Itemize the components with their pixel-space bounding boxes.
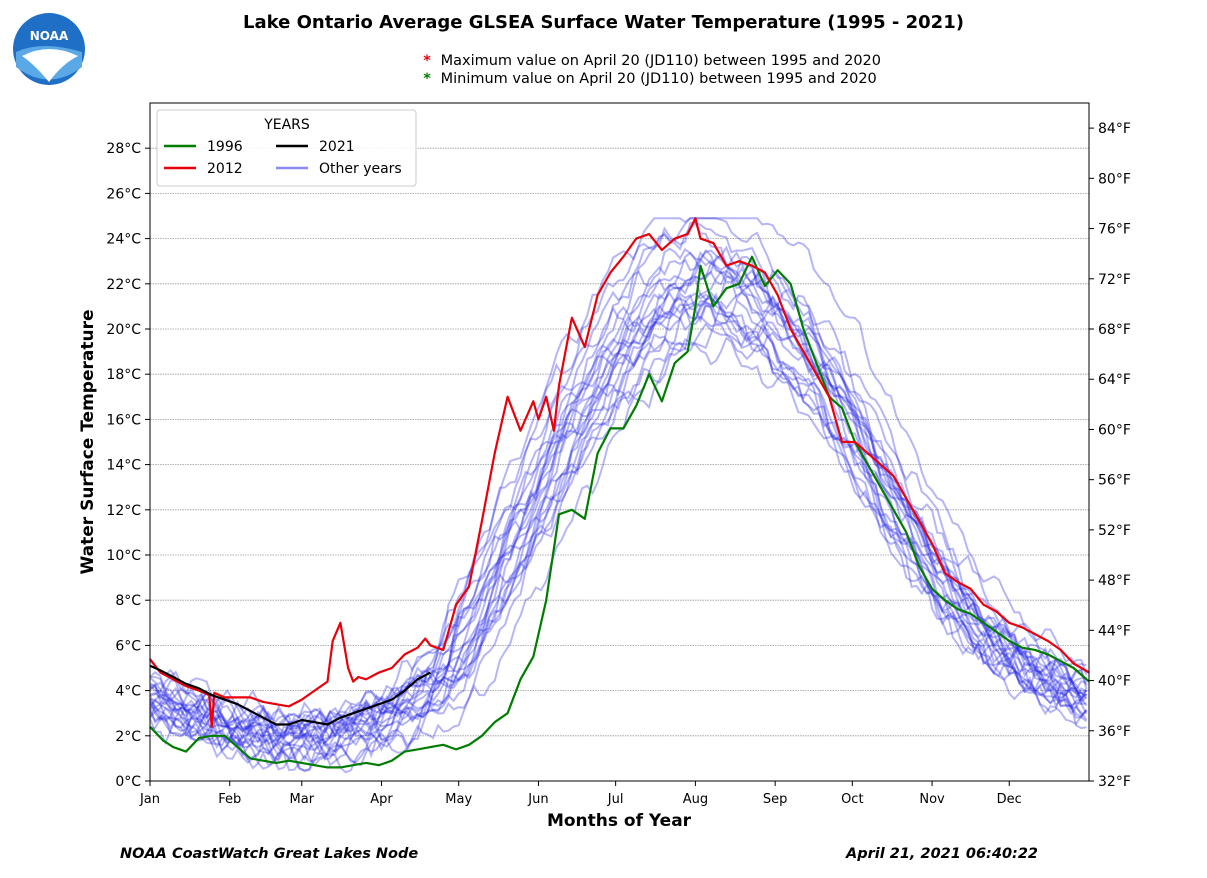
y-tick-label: 26°C — [106, 186, 141, 202]
legend-box — [156, 109, 417, 187]
y-axis-label: Water Surface Temperature — [78, 310, 98, 575]
x-tick-label: Mar — [290, 792, 315, 807]
series-line-2021 — [149, 664, 431, 726]
y2-tick-label: 84°F — [1098, 121, 1131, 137]
other-year-line — [149, 315, 1088, 762]
y-tick-label: 2°C — [115, 729, 141, 745]
min-note-star: * — [423, 71, 431, 87]
y-tick-label: 18°C — [106, 367, 141, 383]
y2-tick-label: 52°F — [1098, 523, 1131, 539]
legend-title: YEARS — [263, 117, 310, 133]
legend: YEARS 1996 2021 2012 Other years — [156, 109, 417, 187]
other-year-line — [149, 290, 1088, 737]
y2-tick-label: 68°F — [1098, 322, 1131, 338]
max-note-text: Maximum value on April 20 (JD110) betwee… — [440, 53, 882, 69]
other-year-line — [149, 270, 1088, 738]
x-tick-label: Dec — [997, 792, 1022, 807]
y-tick-label: 0°C — [115, 774, 141, 790]
x-tick-label: Jan — [139, 792, 160, 807]
x-tick-label: Feb — [218, 792, 241, 807]
other-year-line — [149, 275, 1088, 772]
y-tick-label: 10°C — [106, 548, 141, 564]
max-note: * Maximum value on April 20 (JD110) betw… — [418, 53, 881, 69]
y2-tick-label: 36°F — [1098, 724, 1131, 740]
y-axis-left: 0°C 2°C 4°C 6°C 8°C 10°C 12°C 14°C 16°C 18°C 20°C 2… — [106, 141, 150, 790]
series-line-1996 — [149, 255, 1090, 769]
gridlines — [150, 147, 1089, 737]
y2-tick-label: 80°F — [1098, 171, 1131, 187]
series-line-2012 — [149, 217, 1090, 728]
legend-label-2012: 2012 — [207, 161, 243, 177]
chart-title: Lake Ontario Average GLSEA Surface Water… — [243, 12, 964, 33]
y-tick-label: 4°C — [115, 684, 141, 700]
y-tick-label: 12°C — [106, 503, 141, 519]
noaa-logo-icon: NOAA — [13, 13, 85, 85]
other-year-line — [149, 221, 1087, 746]
y2-tick-label: 40°F — [1098, 674, 1131, 690]
footer-timestamp: April 21, 2021 06:40:22 — [846, 846, 1039, 862]
x-tick-label: Jul — [607, 792, 624, 807]
other-year-line — [150, 217, 1087, 729]
x-tick-label: Nov — [919, 792, 945, 807]
other-year-line — [149, 292, 1088, 749]
other-year-line — [149, 336, 1088, 773]
max-note-star: * — [423, 53, 431, 69]
other-year-line — [149, 251, 1088, 770]
min-note: * Minimum value on April 20 (JD110) betw… — [418, 71, 877, 87]
other-year-line — [149, 294, 1087, 771]
other-years-lines — [149, 217, 1088, 774]
other-year-line — [149, 250, 1087, 749]
min-note-text: Minimum value on April 20 (JD110) betwee… — [440, 71, 877, 87]
other-year-line — [149, 249, 1087, 738]
other-year-line — [149, 248, 1087, 740]
noaa-logo-text: NOAA — [30, 29, 69, 43]
y2-tick-label: 76°F — [1098, 222, 1131, 238]
y-tick-label: 22°C — [106, 277, 141, 293]
y2-tick-label: 72°F — [1098, 272, 1131, 288]
other-year-line — [149, 245, 1088, 742]
y-tick-label: 28°C — [106, 141, 141, 157]
other-year-line — [149, 291, 1088, 747]
legend-label-1996: 1996 — [207, 139, 243, 155]
y2-tick-label: 56°F — [1098, 473, 1131, 489]
x-axis: Jan Feb Mar Apr May Jun Jul Aug Sep Oct Nov Dec — [139, 781, 1022, 807]
other-year-line — [149, 302, 1088, 774]
x-tick-label: Jun — [527, 792, 548, 807]
other-year-line — [149, 251, 1087, 749]
y2-tick-label: 64°F — [1098, 372, 1131, 388]
y2-tick-label: 44°F — [1098, 623, 1131, 639]
other-year-line — [149, 247, 1088, 741]
x-tick-label: Apr — [370, 792, 393, 807]
other-year-line — [149, 298, 1088, 752]
y2-tick-label: 32°F — [1098, 774, 1131, 790]
other-year-line — [149, 303, 1088, 758]
x-axis-label: Months of Year — [547, 811, 692, 831]
y-tick-label: 6°C — [115, 638, 141, 654]
y-tick-label: 8°C — [115, 593, 141, 609]
other-year-line — [149, 322, 1088, 759]
y2-tick-label: 48°F — [1098, 573, 1131, 589]
y-tick-label: 20°C — [106, 322, 141, 338]
footer-source: NOAA CoastWatch Great Lakes Node — [120, 846, 419, 862]
x-tick-label: Oct — [841, 792, 863, 807]
y-tick-label: 14°C — [106, 458, 141, 474]
y-tick-label: 24°C — [106, 232, 141, 248]
plot-frame — [149, 102, 1090, 782]
other-year-line — [149, 217, 1087, 734]
y-axis-right: 32°F 36°F 40°F 44°F 48°F 52°F 56°F 60°F 64°F 68°F… — [1089, 121, 1131, 790]
noaa-logo: NOAA — [12, 12, 86, 86]
other-year-line — [149, 221, 1087, 756]
other-year-line — [149, 291, 1088, 747]
y-tick-label: 16°C — [106, 412, 141, 428]
x-tick-label: Aug — [683, 792, 708, 807]
legend-label-2021: 2021 — [319, 139, 355, 155]
x-tick-label: May — [445, 792, 472, 807]
y2-tick-label: 60°F — [1098, 422, 1131, 438]
highlight-series-lines — [149, 217, 1090, 769]
legend-label-other-years: Other years — [319, 161, 402, 177]
x-tick-label: Sep — [763, 792, 788, 807]
